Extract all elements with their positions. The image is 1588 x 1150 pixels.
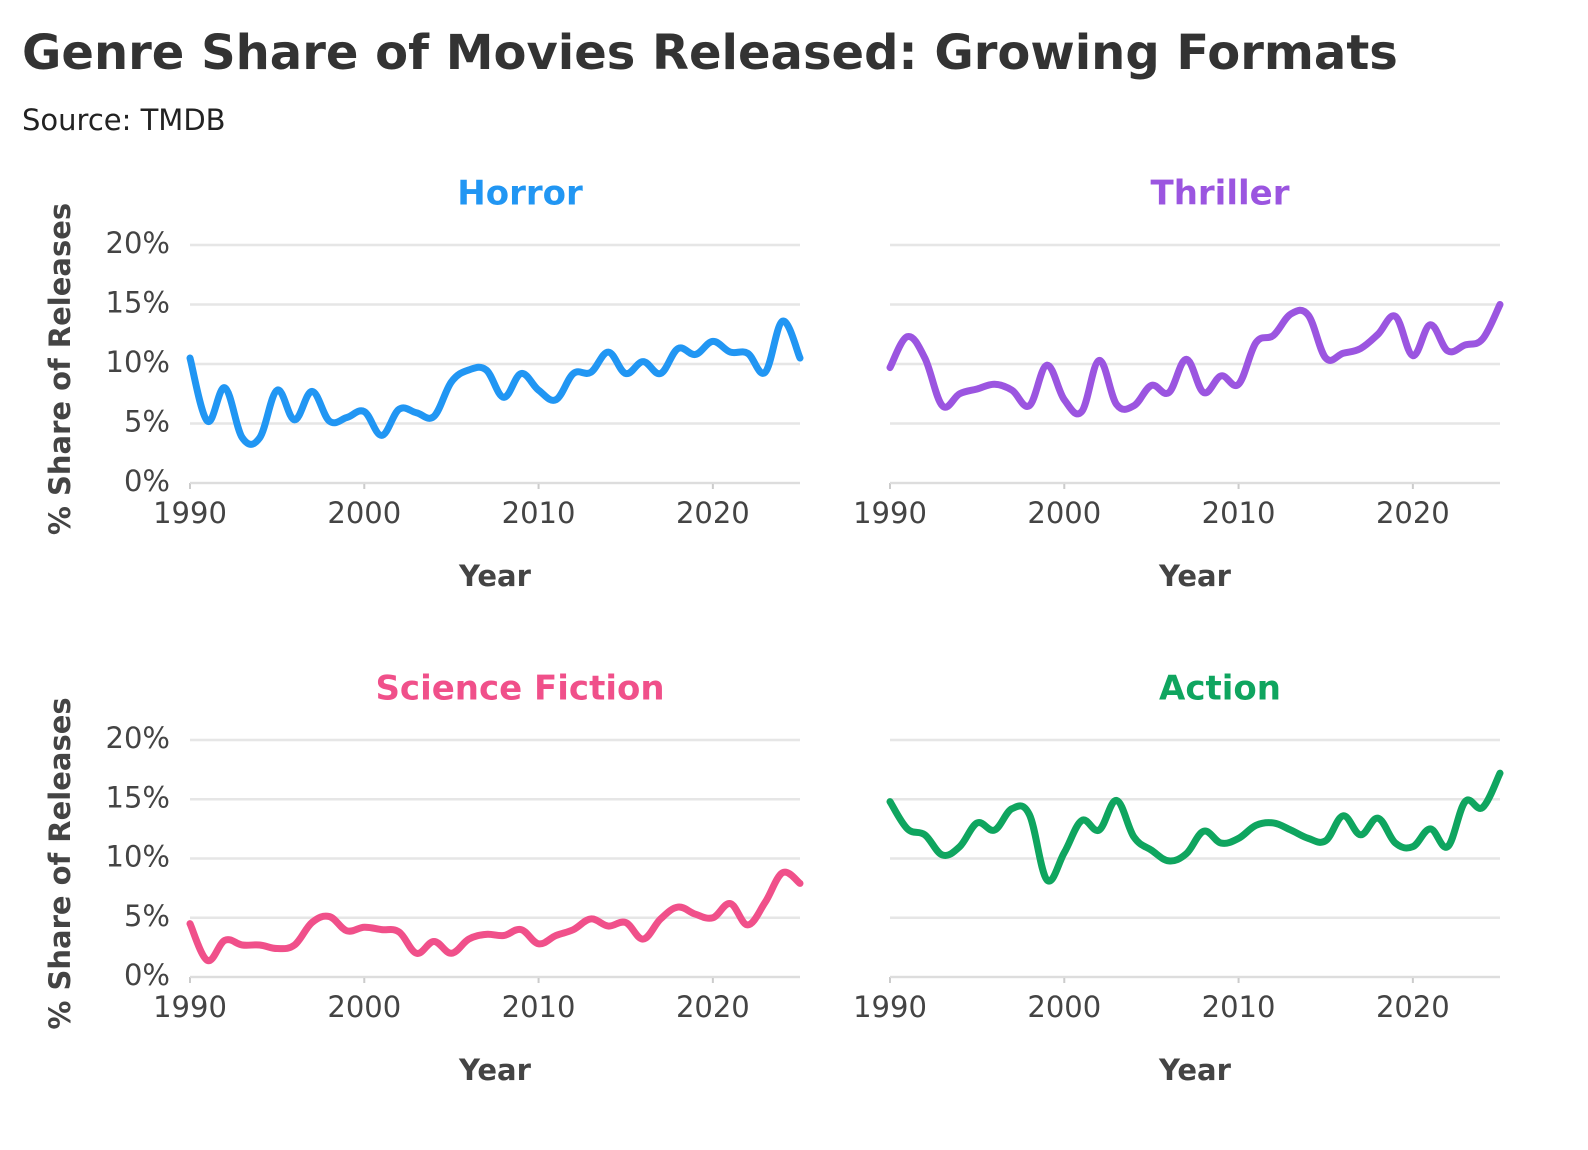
x-tick-label: 2010 [1202, 496, 1276, 530]
x-tick-label: 2010 [502, 496, 576, 530]
x-axis-label: Year [1158, 559, 1232, 593]
chart-title: Genre Share of Movies Released: Growing … [22, 25, 1398, 81]
x-tick-label: 2010 [502, 990, 576, 1024]
y-tick-label: 10% [106, 345, 170, 379]
y-tick-label: 0% [124, 958, 170, 992]
panel-title: Horror [457, 174, 583, 214]
y-tick-label: 20% [106, 226, 170, 260]
y-tick-label: 10% [106, 840, 170, 874]
y-tick-label: 15% [106, 780, 170, 814]
x-tick-label: 2020 [1376, 496, 1450, 530]
x-tick-label: 1990 [853, 496, 927, 530]
y-tick-label: 0% [124, 464, 170, 498]
x-tick-label: 2000 [327, 990, 401, 1024]
x-axis-label: Year [458, 1053, 532, 1087]
series-line [886, 301, 1504, 418]
panel-title: Action [1159, 669, 1281, 709]
x-tick-label: 1990 [153, 990, 227, 1024]
x-tick-label: 2020 [676, 496, 750, 530]
series-line [186, 317, 804, 448]
x-axis-label: Year [458, 559, 532, 593]
y-tick-label: 5% [124, 405, 170, 439]
x-tick-label: 2000 [327, 496, 401, 530]
series-line [886, 769, 1504, 885]
panel-title: Science Fiction [375, 669, 664, 709]
x-tick-label: 2000 [1027, 496, 1101, 530]
x-tick-label: 1990 [853, 990, 927, 1024]
x-tick-label: 2020 [1376, 990, 1450, 1024]
x-tick-label: 2000 [1027, 990, 1101, 1024]
series-line [186, 868, 804, 965]
x-tick-label: 2010 [1202, 990, 1276, 1024]
y-tick-label: 15% [106, 286, 170, 320]
y-axis-label: % Share of Releases [43, 697, 77, 1029]
y-tick-label: 5% [124, 899, 170, 933]
chart-subtitle: Source: TMDB [22, 103, 226, 137]
y-axis-label: % Share of Releases [43, 203, 77, 535]
x-tick-label: 2020 [676, 990, 750, 1024]
x-tick-label: 1990 [153, 496, 227, 530]
y-tick-label: 20% [106, 721, 170, 755]
x-axis-label: Year [1158, 1053, 1232, 1087]
panel-title: Thriller [1151, 174, 1290, 214]
